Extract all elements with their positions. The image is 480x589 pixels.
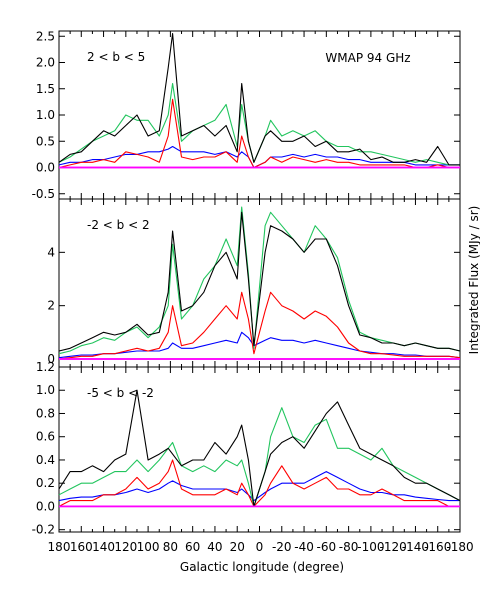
- y-axis-title: Integrated Flux (MJy / sr): [467, 206, 480, 355]
- panel-label: -2 < b < 2: [87, 218, 150, 232]
- x-tick-label: 40: [207, 540, 222, 554]
- panel-1: 2.5 2.0 1.5 1.0 0.5 0.0 -0.5 2 < b < 5: [32, 29, 461, 201]
- panel-3: 1.2 1.0 0.8 0.6 0.4 0.2 0.0 -0.2 -5 < b < -2: [32, 360, 461, 537]
- x-tick-label: 140: [92, 540, 115, 554]
- series-line-3: [58, 98, 460, 169]
- panel-2: 4 2 0 -2 < b < 2: [47, 198, 461, 368]
- x-tick-label: 80: [163, 540, 178, 554]
- y-tick-label: 1.0: [36, 108, 55, 122]
- x-tick-label: 60: [185, 540, 200, 554]
- y-tick-label: 0.4: [36, 453, 55, 467]
- y-tick-label: 1.2: [36, 360, 55, 374]
- series-line-2: [58, 407, 461, 507]
- x-tick-label: -20: [272, 540, 292, 554]
- y-tick-label: 0: [47, 352, 55, 366]
- x-tick-label: -80: [339, 540, 359, 554]
- x-tick-label: -40: [294, 540, 314, 554]
- series-line-4: [58, 471, 460, 502]
- y-tick-label: 4: [47, 245, 55, 259]
- series-line-3: [58, 291, 461, 360]
- x-tick-labels: 180 160 140 120 100 80 60 40 20 0 -20 -40 -60 -80-100…: [48, 540, 474, 554]
- y-tick-label: 0.6: [36, 430, 55, 444]
- panel-label: -5 < b < -2: [87, 386, 154, 400]
- y-tick-label: -0.5: [32, 187, 55, 201]
- y-tick-label: 2: [47, 299, 55, 313]
- series-line-1: [58, 211, 461, 352]
- y-tick-label: 0.8: [36, 406, 55, 420]
- x-tick-label: -160: [424, 540, 451, 554]
- x-tick-label: -100: [357, 540, 384, 554]
- series-line-1: [58, 33, 460, 166]
- panel-label: 2 < b < 5: [87, 50, 145, 64]
- y-tick-label: 1.5: [36, 82, 55, 96]
- series-line-3: [58, 459, 460, 507]
- x-tick-label: -60: [317, 540, 337, 554]
- y-tick-label: 0.2: [36, 476, 55, 490]
- x-axis-title: Galactic longitude (degree): [180, 560, 344, 574]
- series-line-1: [58, 389, 461, 507]
- series-line-4: [58, 331, 461, 359]
- y-tick-label: 2.0: [36, 56, 55, 70]
- y-tick-label: -0.2: [32, 523, 55, 537]
- x-tick-label: 160: [70, 540, 93, 554]
- x-tick-label: -140: [402, 540, 429, 554]
- x-tick-label: 20: [230, 540, 245, 554]
- y-tick-label: 0.0: [36, 499, 55, 513]
- x-tick-label: -180: [446, 540, 473, 554]
- x-tick-label: 0: [256, 540, 264, 554]
- x-tick-label: 100: [137, 540, 160, 554]
- x-tick-label: 120: [114, 540, 137, 554]
- y-tick-label: 2.5: [36, 29, 55, 43]
- y-tick-label: 0.5: [36, 134, 55, 148]
- y-tick-label: 1.0: [36, 383, 55, 397]
- x-tick-label: -120: [380, 540, 407, 554]
- instrument-annotation: WMAP 94 GHz: [325, 51, 410, 65]
- y-tick-label: 0.0: [36, 161, 55, 175]
- panels: 2.5 2.0 1.5 1.0 0.5 0.0 -0.5 2 < b < 5 4 2 0 -2 < b…: [32, 29, 461, 537]
- x-tick-label: 180: [48, 540, 71, 554]
